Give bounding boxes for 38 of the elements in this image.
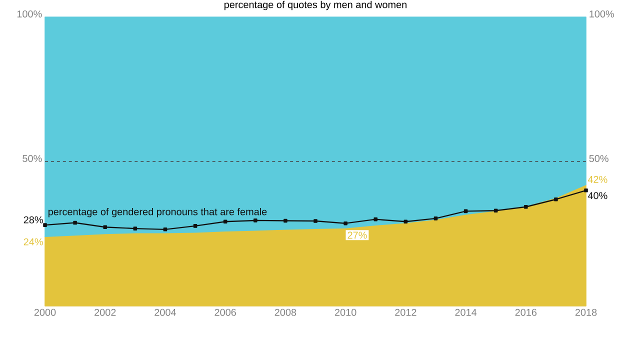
point xyxy=(314,219,318,223)
y2-tick-label: 50% xyxy=(589,154,608,162)
x-tick-label: 2016 xyxy=(515,308,537,316)
data-label: 27% xyxy=(348,232,367,239)
point xyxy=(73,220,77,225)
data-label: 42% xyxy=(588,176,608,183)
point xyxy=(584,188,588,192)
point xyxy=(163,228,168,232)
chart-title: percentage of quotes by men and women xyxy=(224,0,406,10)
x-tick-label: 2014 xyxy=(455,308,477,316)
x-tick-label: 2006 xyxy=(214,308,236,316)
x-tick-label: 2008 xyxy=(274,308,296,316)
x-tick-label: 2000 xyxy=(34,308,56,316)
point xyxy=(524,204,528,209)
point xyxy=(344,221,348,226)
x-tick-label: 2002 xyxy=(94,308,116,316)
point xyxy=(223,220,228,224)
point xyxy=(133,226,138,230)
x-tick-label: 2010 xyxy=(334,308,356,316)
y2-tick-label: 100% xyxy=(590,10,614,18)
point xyxy=(404,220,408,224)
point xyxy=(284,218,288,223)
point xyxy=(554,197,558,202)
data-label: 24% xyxy=(24,238,43,246)
data-label: 28% xyxy=(24,216,43,224)
x-tick-label: 2004 xyxy=(154,308,176,316)
point xyxy=(434,216,438,220)
series-label: percentage of gendered pronouns that are female xyxy=(48,208,267,218)
point xyxy=(43,223,47,227)
data-label: 40% xyxy=(588,192,608,200)
point xyxy=(464,209,468,214)
point xyxy=(374,217,378,222)
x-tick-label: 2012 xyxy=(395,308,416,316)
point xyxy=(254,218,258,222)
x-tick-label: 2018 xyxy=(575,308,597,316)
point xyxy=(494,208,498,213)
point xyxy=(103,225,108,229)
point xyxy=(193,224,198,228)
